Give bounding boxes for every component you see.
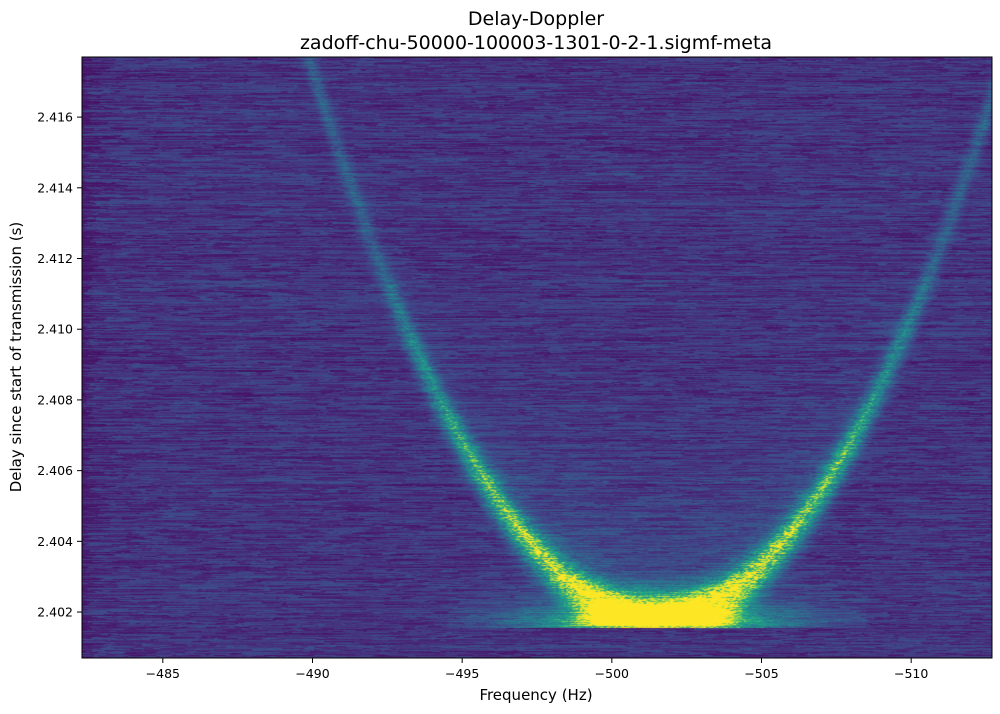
x-tick-label: −505 (744, 666, 778, 681)
y-tick-label: 2.414 (37, 180, 73, 195)
y-tick-label: 2.412 (37, 251, 73, 266)
x-tick-label: −510 (894, 666, 928, 681)
y-tick-label: 2.402 (37, 605, 73, 620)
heatmap-image (82, 57, 992, 658)
chart-subtitle: zadoff-chu-50000-100003-1301-0-2-1.sigmf… (300, 32, 772, 54)
y-axis: 2.402 2.404 2.406 2.408 2.410 2.412 2.414 2.416 (37, 110, 82, 620)
x-axis-label: Frequency (Hz) (479, 686, 592, 704)
x-tick-label: −490 (295, 666, 329, 681)
x-axis: −485 −490 −495 −500 −505 −510 (146, 658, 928, 681)
x-tick-label: −495 (445, 666, 479, 681)
x-tick-label: −500 (595, 666, 629, 681)
plot-frame (81, 56, 993, 659)
y-tick-label: 2.404 (37, 534, 73, 549)
y-axis-label: Delay since start of transmission (s) (7, 222, 25, 493)
chart-title: Delay-Doppler (468, 8, 604, 30)
plot-area (81, 56, 993, 659)
x-tick-label: −485 (146, 666, 180, 681)
y-tick-label: 2.408 (37, 392, 73, 407)
y-tick-label: 2.410 (37, 322, 73, 337)
y-tick-label: 2.416 (37, 110, 73, 125)
y-tick-label: 2.406 (37, 463, 73, 478)
